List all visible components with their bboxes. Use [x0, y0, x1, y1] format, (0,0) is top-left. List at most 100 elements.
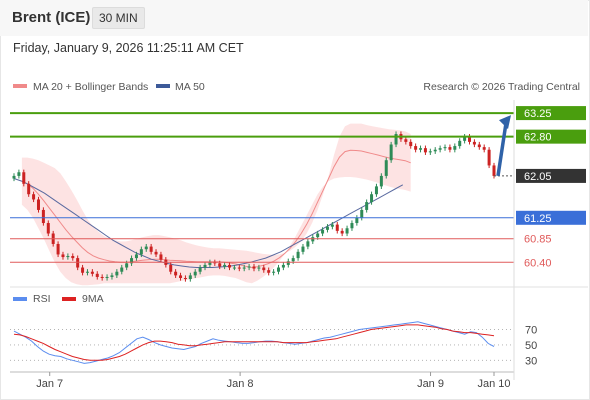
level-tag — [516, 168, 586, 183]
candle — [482, 144, 486, 153]
candle-body — [335, 224, 339, 231]
forecast-arrow-head — [499, 115, 511, 130]
candle — [360, 207, 364, 221]
candle-body — [360, 209, 364, 218]
candle — [448, 144, 452, 153]
candle-body — [144, 246, 148, 250]
candle-body — [66, 256, 70, 258]
candle-body — [374, 186, 378, 195]
candle-body — [370, 194, 374, 203]
candle-body — [453, 146, 457, 150]
candle — [340, 228, 344, 237]
candle-body — [345, 228, 349, 234]
candle-body — [223, 264, 227, 267]
candle — [61, 251, 65, 260]
candle — [414, 143, 418, 153]
ma50-legend-label: MA 50 — [175, 81, 205, 93]
level-label: 62.80 — [524, 132, 552, 144]
candle — [237, 264, 241, 272]
candle-body — [379, 175, 383, 187]
candle — [389, 141, 393, 163]
candle — [232, 264, 236, 271]
candle — [188, 272, 192, 282]
candle — [404, 136, 408, 145]
candle — [183, 275, 187, 282]
x-axis: Jan 7 Jan 8 Jan 9 Jan 10 — [36, 372, 511, 390]
candle — [22, 169, 26, 187]
candle — [345, 225, 349, 237]
candle — [252, 263, 256, 272]
rsi-legend: RSI 9MA — [13, 293, 104, 305]
candle-body — [433, 149, 437, 152]
ma9-legend-label: 9MA — [82, 293, 104, 305]
candle-body — [12, 175, 16, 179]
candle-body — [159, 254, 163, 260]
candle-body — [237, 267, 241, 269]
candle-body — [262, 267, 266, 271]
candle-body — [463, 136, 467, 141]
candle-body — [276, 267, 280, 272]
candle — [130, 255, 134, 266]
candle — [443, 144, 447, 151]
candle-body — [438, 148, 442, 150]
candle — [477, 141, 481, 150]
candle — [276, 264, 280, 275]
rsi-tick-label: 50 — [525, 340, 537, 352]
candle-body — [443, 147, 447, 149]
candle — [281, 262, 285, 271]
candle-body — [203, 264, 207, 268]
candle-body — [472, 141, 476, 145]
candle-body — [267, 270, 271, 273]
instrument-title: Brent (ICE) — [12, 9, 91, 26]
candle-body — [468, 136, 472, 142]
candle-body — [232, 267, 236, 269]
candle-body — [22, 172, 26, 184]
header-bar: Brent (ICE) 30 MIN — [0, 0, 588, 36]
candle — [12, 173, 16, 182]
candle-body — [71, 256, 75, 259]
candle-body — [110, 275, 114, 277]
candle — [301, 243, 305, 255]
candle — [453, 143, 457, 153]
candle — [154, 249, 158, 258]
candle — [365, 199, 369, 213]
candle — [428, 148, 432, 155]
candle-body — [291, 258, 295, 262]
candle-body — [414, 146, 418, 150]
candle-body — [365, 202, 369, 210]
candle-body — [389, 144, 393, 161]
rsi-legend-swatch — [13, 297, 27, 301]
candle — [458, 138, 462, 149]
candle-body — [306, 241, 310, 247]
candle — [56, 241, 60, 258]
candle — [242, 264, 246, 272]
candle-body — [301, 246, 305, 252]
ma50-line — [13, 178, 404, 268]
candle — [149, 243, 153, 255]
candle — [374, 183, 378, 197]
candle — [174, 269, 178, 278]
candle — [321, 227, 325, 237]
candle-body — [100, 276, 104, 278]
candle — [179, 272, 183, 281]
candle — [286, 258, 290, 268]
candle-body — [213, 262, 217, 264]
candle-body — [32, 194, 36, 200]
candle-body — [134, 254, 138, 259]
candle-body — [228, 264, 232, 268]
candle-body — [198, 267, 202, 272]
candle-body — [257, 267, 261, 269]
level-label: 60.40 — [524, 257, 552, 269]
candle — [384, 157, 388, 179]
candle-body — [394, 134, 398, 145]
candle-body — [419, 148, 423, 150]
candle — [267, 267, 271, 276]
candle-body — [384, 160, 388, 176]
timeframe-badge[interactable]: 30 MIN — [92, 7, 145, 29]
candle-body — [85, 271, 89, 273]
candle — [41, 207, 45, 226]
candle-body — [448, 147, 452, 150]
candle — [296, 249, 300, 261]
rsi-tick-label: 70 — [525, 325, 537, 337]
candle-body — [330, 224, 334, 227]
